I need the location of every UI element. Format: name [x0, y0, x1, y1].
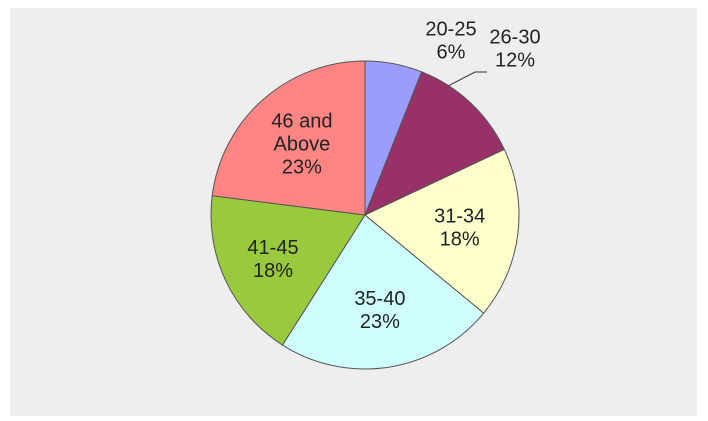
slice-value-label: 18%	[440, 229, 480, 251]
slice-value-label: 23%	[282, 156, 322, 178]
slice-label: 26-30	[489, 27, 540, 49]
leader-line	[448, 71, 487, 87]
slice-label: 35-40	[354, 288, 405, 310]
pie-slice-35-40	[281, 214, 485, 370]
slice-value-label: 6%	[437, 42, 466, 64]
slice-label: 31-34	[434, 206, 485, 228]
pie-slice-41-45	[210, 195, 366, 346]
slice-label: 41-45	[247, 237, 298, 259]
pie-slice-46-and-above	[211, 60, 366, 216]
slice-value-label: 23%	[360, 311, 400, 333]
pie-slice-31-34	[364, 148, 520, 314]
pie-chart: 20-256%26-3012%31-3418%35-4023%41-4518%4…	[210, 19, 541, 370]
slice-label: 20-25	[425, 19, 476, 41]
slice-value-label: 18%	[253, 260, 293, 282]
slice-label: 46 and Above	[271, 110, 332, 155]
pie-slice-26-30	[364, 71, 506, 216]
chart-panel: 20-25 6% 26-30 12% 31-34 18% 35-40 23% 41-45 18% 4…	[10, 8, 697, 416]
slice-value-label: 12%	[495, 50, 535, 72]
